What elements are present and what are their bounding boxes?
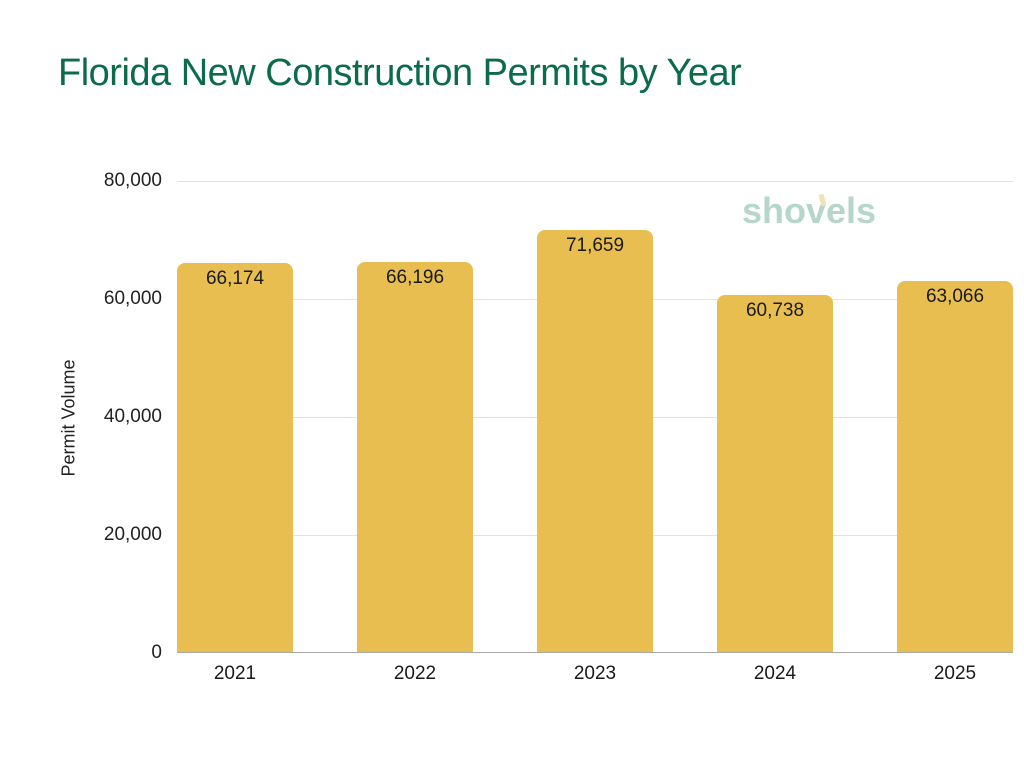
- bar-2024: 60,738: [717, 294, 833, 653]
- x-tick-label: 2023: [573, 663, 617, 684]
- bar-2021: 66,174: [177, 262, 293, 653]
- y-axis-label: Permit Volume: [58, 359, 79, 477]
- x-tick-label: 2025: [933, 663, 977, 684]
- y-tick-label: 40,000: [103, 406, 162, 427]
- bar-value-label: 60,738: [745, 299, 805, 321]
- y-tick-label: 80,000: [103, 170, 162, 191]
- shovels-logo: shovels: [742, 190, 876, 232]
- bar-value-label: 66,196: [385, 267, 445, 289]
- plot-area: 66,174 66,196 71,659 60,738 63,066: [177, 181, 1013, 653]
- bar-2022: 66,196: [357, 262, 473, 653]
- y-tick-label: 20,000: [103, 524, 162, 545]
- bar-2025: 63,066: [897, 280, 1013, 653]
- y-tick-label: 60,000: [103, 288, 162, 309]
- x-axis-line: [177, 652, 1013, 653]
- bar-2023: 71,659: [537, 230, 653, 653]
- bar-value-label: 71,659: [565, 235, 625, 257]
- x-tick-label: 2024: [753, 663, 797, 684]
- x-tick-label: 2021: [213, 663, 257, 684]
- bar-value-label: 63,066: [925, 285, 985, 307]
- bar-value-label: 66,174: [205, 267, 265, 289]
- logo-text: shovels: [742, 190, 877, 231]
- gridline: [177, 181, 1013, 182]
- x-tick-label: 2022: [393, 663, 437, 684]
- chart-title: Florida New Construction Permits by Year: [58, 52, 742, 94]
- y-tick-label: 0: [151, 642, 162, 663]
